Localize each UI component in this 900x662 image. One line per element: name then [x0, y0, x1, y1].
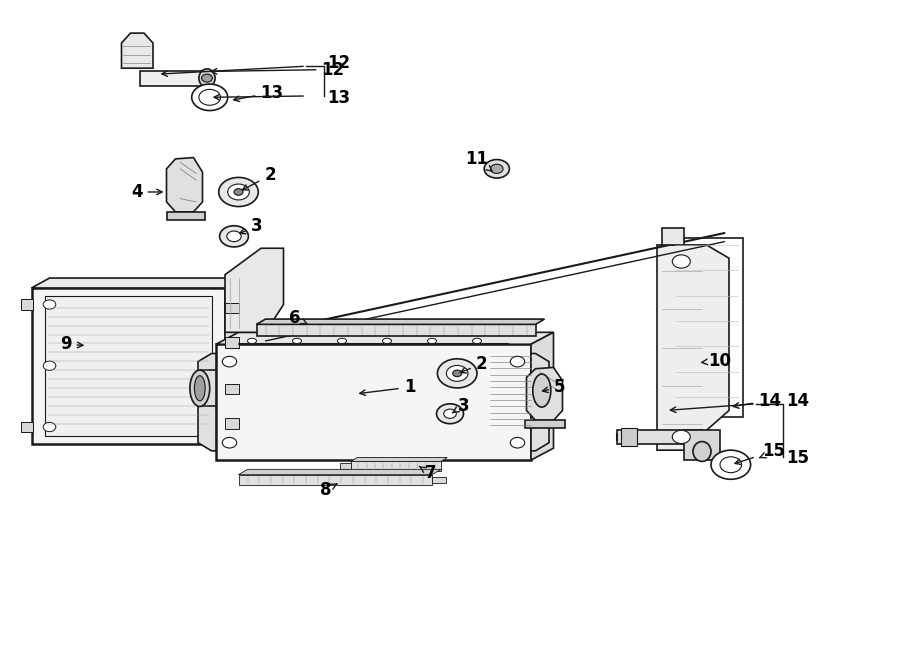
Text: 13: 13 — [327, 89, 350, 107]
Ellipse shape — [472, 338, 482, 344]
Circle shape — [436, 404, 464, 424]
Bar — [21, 422, 33, 432]
Circle shape — [228, 184, 249, 200]
Bar — [225, 337, 238, 348]
Text: 9: 9 — [60, 335, 83, 354]
Text: 10: 10 — [702, 352, 732, 370]
Text: 7: 7 — [419, 464, 436, 483]
Bar — [621, 428, 637, 446]
Circle shape — [43, 361, 56, 371]
Text: 3: 3 — [453, 397, 469, 415]
Text: 12: 12 — [327, 54, 350, 72]
Bar — [21, 299, 33, 310]
Circle shape — [222, 438, 237, 448]
Ellipse shape — [248, 338, 256, 344]
Polygon shape — [684, 430, 720, 460]
Circle shape — [202, 74, 212, 82]
Polygon shape — [531, 354, 549, 451]
Text: 12: 12 — [212, 60, 345, 79]
Circle shape — [510, 356, 525, 367]
Ellipse shape — [199, 69, 215, 87]
Bar — [238, 475, 432, 485]
Ellipse shape — [338, 338, 346, 344]
Bar — [225, 418, 238, 429]
Circle shape — [672, 255, 690, 268]
Ellipse shape — [292, 338, 302, 344]
Text: 3: 3 — [239, 217, 262, 236]
Text: 15: 15 — [760, 442, 786, 461]
Circle shape — [222, 356, 237, 367]
Polygon shape — [525, 420, 565, 428]
Circle shape — [227, 231, 241, 242]
Text: 2: 2 — [242, 166, 275, 190]
Text: 13: 13 — [234, 83, 284, 102]
Circle shape — [453, 370, 462, 377]
Circle shape — [199, 89, 220, 105]
Polygon shape — [531, 332, 554, 460]
Ellipse shape — [693, 442, 711, 461]
Text: 1: 1 — [360, 378, 415, 397]
Polygon shape — [32, 278, 243, 288]
Polygon shape — [225, 248, 284, 332]
Polygon shape — [256, 319, 544, 324]
Polygon shape — [166, 158, 202, 212]
Circle shape — [234, 189, 243, 195]
Text: 5: 5 — [543, 378, 565, 397]
Circle shape — [43, 300, 56, 309]
Circle shape — [446, 365, 468, 381]
Bar — [225, 384, 238, 395]
Bar — [216, 344, 531, 460]
Polygon shape — [198, 354, 216, 451]
Text: 14: 14 — [734, 391, 781, 410]
Polygon shape — [340, 463, 351, 469]
Bar — [32, 288, 225, 444]
Ellipse shape — [533, 374, 551, 407]
Circle shape — [444, 409, 456, 418]
Text: 2: 2 — [460, 355, 487, 373]
Polygon shape — [216, 332, 554, 344]
Bar — [256, 324, 536, 336]
Polygon shape — [662, 228, 684, 245]
Polygon shape — [657, 245, 729, 450]
Circle shape — [491, 164, 503, 173]
Bar — [225, 303, 238, 313]
Text: 11: 11 — [465, 150, 492, 171]
Circle shape — [192, 84, 228, 111]
Ellipse shape — [382, 338, 392, 344]
Polygon shape — [140, 71, 207, 86]
Text: 6: 6 — [290, 308, 307, 327]
Circle shape — [484, 160, 509, 178]
Circle shape — [219, 177, 258, 207]
Text: 8: 8 — [320, 481, 337, 499]
Text: 4: 4 — [131, 183, 162, 201]
Circle shape — [711, 450, 751, 479]
Polygon shape — [122, 33, 153, 68]
Polygon shape — [351, 457, 447, 461]
Polygon shape — [225, 278, 243, 444]
Polygon shape — [432, 477, 446, 483]
Circle shape — [720, 457, 742, 473]
Circle shape — [43, 422, 56, 432]
Bar — [351, 461, 441, 471]
Bar — [45, 296, 212, 436]
Circle shape — [220, 226, 248, 247]
Ellipse shape — [190, 370, 210, 406]
Circle shape — [437, 359, 477, 388]
Circle shape — [672, 430, 690, 444]
Polygon shape — [238, 469, 441, 475]
Ellipse shape — [428, 338, 436, 344]
Polygon shape — [670, 238, 742, 417]
Ellipse shape — [194, 376, 205, 401]
Polygon shape — [526, 367, 562, 420]
Text: 14: 14 — [786, 391, 809, 410]
Polygon shape — [166, 212, 205, 220]
Text: 15: 15 — [786, 449, 809, 467]
Circle shape — [510, 438, 525, 448]
Polygon shape — [616, 430, 702, 444]
